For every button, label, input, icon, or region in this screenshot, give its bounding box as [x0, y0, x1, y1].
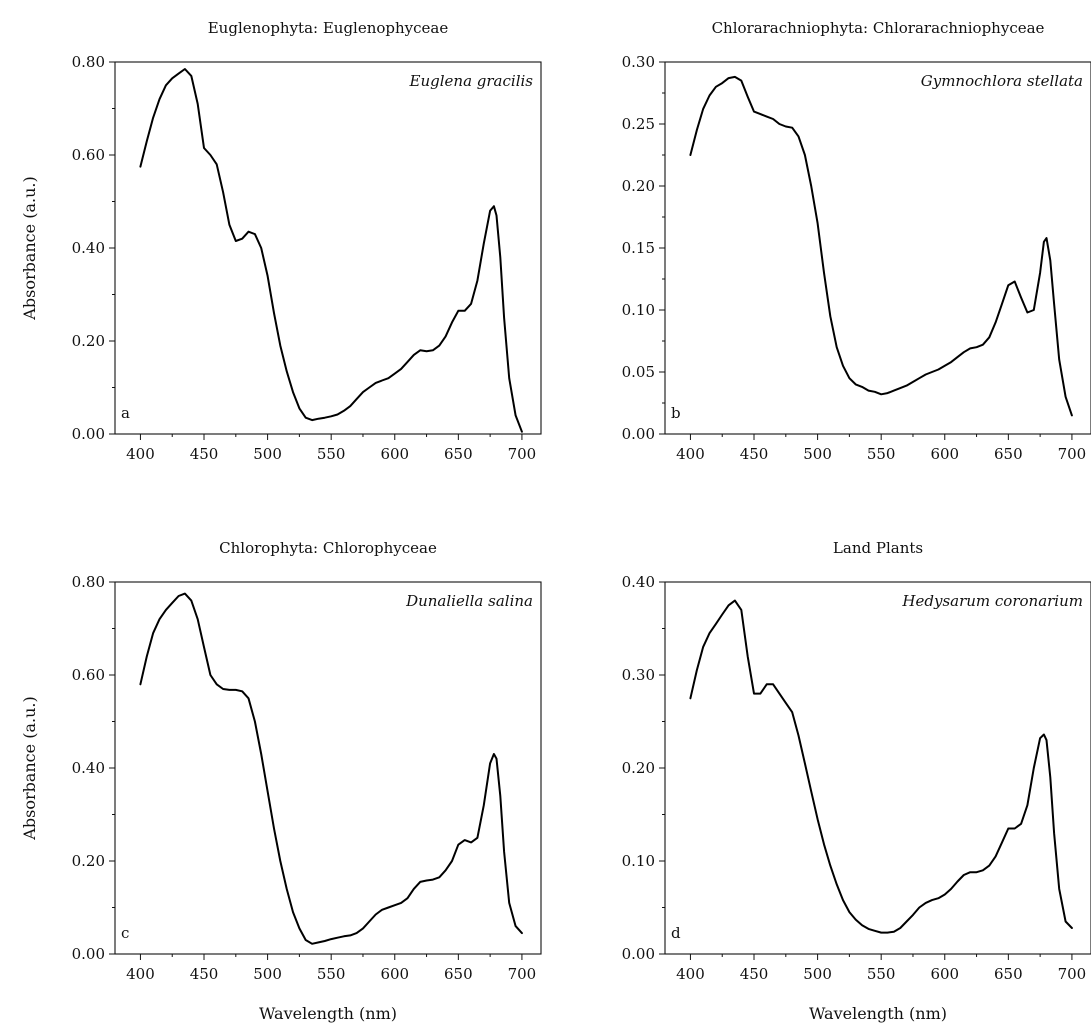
- y-tick-label: 0.30: [622, 666, 655, 684]
- x-tick-label: 600: [380, 965, 409, 983]
- x-tick-label: 550: [317, 445, 346, 463]
- x-tick-label: 700: [508, 445, 537, 463]
- x-tick-label: 650: [994, 445, 1023, 463]
- y-axis-label: Absorbance (a.u.): [20, 176, 39, 320]
- x-tick-label: 700: [508, 965, 537, 983]
- y-tick-label: 0.80: [72, 573, 105, 591]
- x-axis-label: Wavelength (nm): [809, 1004, 947, 1023]
- x-tick-label: 450: [190, 445, 219, 463]
- y-tick-label: 0.80: [72, 53, 105, 71]
- species-label: Euglena gracilis: [409, 72, 534, 90]
- x-tick-label: 500: [803, 965, 832, 983]
- x-tick-label: 500: [253, 965, 282, 983]
- y-tick-label: 0.25: [622, 115, 655, 133]
- x-tick-label: 600: [930, 445, 959, 463]
- x-tick-label: 450: [740, 445, 769, 463]
- plot-frame: [664, 581, 1091, 955]
- x-tick-label: 550: [317, 965, 346, 983]
- absorbance-curve: [689, 599, 1073, 934]
- panel-letter: d: [671, 924, 681, 942]
- panel-letter: c: [121, 924, 129, 942]
- y-axis-label: Absorbance (a.u.): [20, 696, 39, 840]
- y-tick-label: 0.60: [72, 666, 105, 684]
- x-tick-label: 500: [803, 445, 832, 463]
- x-tick-label: 700: [1058, 965, 1087, 983]
- y-tick-label: 0.10: [622, 301, 655, 319]
- x-tick-label: 400: [676, 445, 705, 463]
- x-tick-label: 650: [444, 965, 473, 983]
- plot-frame: [114, 61, 542, 435]
- panel-title: Euglenophyta: Euglenophyceae: [208, 19, 449, 37]
- y-tick-label: 0.15: [622, 239, 655, 257]
- panel-c: Chlorophyta: Chlorophyceae Dunaliella sal…: [20, 539, 542, 1023]
- y-tick-label: 0.60: [72, 146, 105, 164]
- x-tick-label: 650: [994, 965, 1023, 983]
- y-tick-label: 0.20: [622, 177, 655, 195]
- y-tick-label: 0.20: [72, 332, 105, 350]
- y-tick-label: 0.30: [622, 53, 655, 71]
- y-tick-label: 0.05: [622, 363, 655, 381]
- absorbance-curve: [689, 75, 1073, 417]
- panel-title: Land Plants: [833, 539, 923, 557]
- x-tick-label: 500: [253, 445, 282, 463]
- x-tick-label: 550: [867, 445, 896, 463]
- y-tick-label: 0.20: [622, 759, 655, 777]
- species-label: Dunaliella salina: [405, 592, 533, 610]
- x-tick-label: 400: [676, 965, 705, 983]
- panel-letter: a: [121, 404, 130, 422]
- plot-frame: [664, 61, 1091, 435]
- absorbance-curve: [139, 68, 523, 433]
- panel-title: Chlorophyta: Chlorophyceae: [219, 539, 437, 557]
- y-tick-label: 0.00: [622, 945, 655, 963]
- x-tick-label: 400: [126, 965, 155, 983]
- species-label: Hedysarum coronarium: [901, 592, 1083, 610]
- y-tick-label: 0.10: [622, 852, 655, 870]
- absorbance-curve: [139, 592, 523, 945]
- y-tick-label: 0.40: [622, 573, 655, 591]
- plot-frame: [114, 581, 542, 955]
- x-tick-label: 600: [930, 965, 959, 983]
- panel-letter: b: [671, 404, 681, 422]
- x-tick-label: 450: [740, 965, 769, 983]
- panel-d: Land Plants Hedysarum coronarium d 400 450 50…: [622, 539, 1091, 1023]
- x-axis-label: Wavelength (nm): [259, 1004, 397, 1023]
- y-tick-label: 0.00: [622, 425, 655, 443]
- x-tick-label: 650: [444, 445, 473, 463]
- x-tick-label: 450: [190, 965, 219, 983]
- panel-title: Chlorarachniophyta: Chlorarachniophyceae: [712, 19, 1045, 37]
- species-label: Gymnochlora stellata: [921, 72, 1083, 90]
- y-tick-label: 0.00: [72, 425, 105, 443]
- x-tick-label: 550: [867, 965, 896, 983]
- y-tick-label: 0.40: [72, 759, 105, 777]
- panel-b: Chlorarachniophyta: Chlorarachniophyceae…: [622, 19, 1091, 463]
- y-tick-label: 0.00: [72, 945, 105, 963]
- panel-a: Euglenophyta: Euglenophyceae Euglena grac…: [20, 19, 542, 463]
- y-tick-label: 0.40: [72, 239, 105, 257]
- y-tick-label: 0.20: [72, 852, 105, 870]
- x-tick-label: 700: [1058, 445, 1087, 463]
- x-tick-label: 400: [126, 445, 155, 463]
- x-tick-label: 600: [380, 445, 409, 463]
